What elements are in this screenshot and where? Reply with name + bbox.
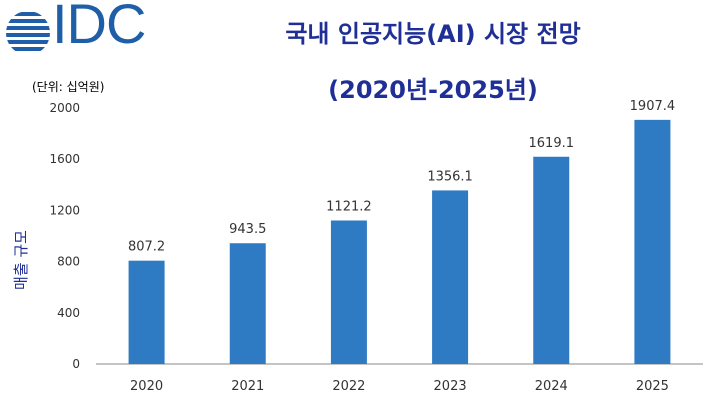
x-tick-label: 2021	[231, 379, 264, 394]
y-tick-label: 1600	[49, 152, 80, 166]
unit-note: (단위: 십억원)	[32, 80, 105, 94]
data-label: 943.5	[229, 222, 266, 237]
bar	[229, 243, 266, 364]
data-label: 1121.2	[326, 199, 372, 214]
y-tick-label: 800	[57, 255, 80, 269]
y-tick-label: 400	[57, 306, 80, 320]
logo-text: IDC	[52, 0, 146, 55]
y-tick-label: 1200	[49, 203, 80, 217]
idc-logo	[6, 12, 50, 51]
data-label: 1356.1	[427, 169, 473, 184]
x-tick-label: 2024	[535, 379, 568, 394]
x-tick-label: 2023	[434, 379, 467, 394]
chart-subtitle: (2020년-2025년)	[328, 76, 538, 104]
bar	[128, 260, 165, 364]
x-tick-label: 2020	[130, 379, 163, 394]
data-label: 1619.1	[529, 136, 575, 151]
data-label: 807.2	[128, 240, 165, 255]
x-tick-label: 2025	[636, 379, 669, 394]
data-label: 1907.4	[630, 99, 676, 114]
y-tick-label: 2000	[49, 101, 80, 115]
chart-title: 국내 인공지능(AI) 시장 전망	[285, 20, 581, 48]
globe-icon	[6, 12, 50, 51]
bar	[533, 156, 570, 364]
y-tick-label: 0	[72, 357, 80, 371]
bar	[432, 190, 469, 364]
bar	[330, 220, 367, 364]
x-tick-label: 2022	[332, 379, 365, 394]
bar	[634, 119, 671, 364]
